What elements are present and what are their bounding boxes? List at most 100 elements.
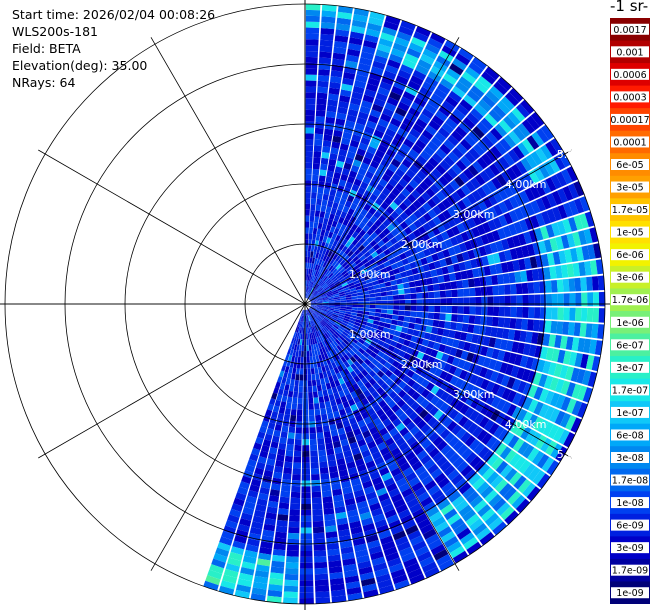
ray-gate [477, 463, 491, 477]
ray-gate [503, 134, 517, 149]
ray-gate [280, 431, 288, 439]
ray-gate [372, 154, 383, 164]
ray-gate [316, 198, 322, 206]
ray-gate [353, 279, 360, 285]
ray-gate [545, 347, 554, 361]
ray-gate [377, 339, 385, 347]
ray-gate [422, 48, 438, 60]
ray-gate [422, 222, 432, 232]
ray-gate [253, 442, 262, 451]
station-name: WLS200s-181 [12, 24, 98, 39]
ray-gate [263, 414, 271, 423]
ray-gate [404, 299, 411, 305]
ray-gate [305, 21, 320, 28]
ray-gate [517, 479, 532, 494]
ray-gate [477, 139, 490, 153]
ray-gate [471, 334, 479, 344]
ray-gate [402, 431, 413, 442]
ray-gate [399, 221, 409, 230]
ray-gate [325, 382, 332, 390]
ray-gate [446, 420, 458, 432]
ray-gate [321, 4, 337, 12]
ray-gate [397, 283, 404, 290]
ray-gate [324, 519, 336, 527]
ray-gate [357, 419, 366, 428]
ray-gate [327, 294, 334, 298]
ray-gate [382, 452, 393, 462]
ray-gate [392, 310, 399, 315]
ray-gate [496, 274, 505, 285]
ray-gate [331, 435, 340, 443]
ray-gate [509, 248, 518, 260]
colorbar-label-bg [611, 23, 649, 35]
ray-gate [328, 298, 335, 301]
ray-gate [405, 112, 418, 123]
ray-gate [454, 400, 465, 412]
ray-gate [398, 482, 411, 493]
ray-gate [426, 506, 440, 518]
ray-gate [531, 268, 540, 281]
ray-gate [566, 382, 576, 397]
ray-gate [272, 405, 280, 413]
colorbar-label: 1.7e-08 [612, 476, 648, 487]
ray-gate [311, 491, 322, 499]
ray-gate [371, 103, 384, 113]
ray-gate [307, 309, 311, 315]
ray-gate [394, 579, 410, 590]
ray-gate [419, 345, 428, 354]
ray-gate [344, 233, 352, 241]
ray-gate [420, 53, 435, 65]
ray-gate [297, 403, 303, 410]
ray-gate [474, 287, 482, 297]
colorbar-label-bg [611, 316, 649, 328]
ray-gate [399, 252, 407, 260]
ray-gate [326, 111, 337, 119]
ray-gate [502, 328, 510, 340]
ray-gate [399, 299, 406, 305]
ray-gate [430, 65, 445, 78]
ray-gate [363, 261, 371, 268]
ray-gate [409, 261, 417, 269]
ray-gate [468, 315, 476, 324]
ray-gate [427, 98, 441, 110]
ray-gate [423, 362, 433, 372]
ray-gate [350, 312, 358, 316]
ray-gate [381, 256, 389, 263]
ray-gate [323, 325, 329, 332]
ray-gate [376, 386, 385, 395]
ray-gate [414, 259, 423, 268]
ray-gate [370, 66, 384, 76]
ray-gate [551, 293, 558, 306]
ray-gate [504, 284, 511, 295]
ray-gate [306, 333, 308, 340]
azimuth-spoke [38, 303, 306, 459]
range-label: 2.00km [401, 358, 443, 371]
ray-gate [387, 59, 401, 69]
ray-gate [469, 455, 482, 469]
ray-gate [515, 423, 527, 437]
ray-gate [546, 460, 560, 476]
ray-gate [305, 68, 318, 75]
ray-gate [259, 450, 269, 459]
ray-gate [457, 288, 464, 297]
ray-gate [493, 159, 506, 173]
ray-gate [389, 427, 399, 437]
ray-gate [386, 333, 394, 340]
ray-gate [369, 308, 376, 313]
ray-gate [451, 130, 464, 143]
ray-gate [279, 382, 286, 390]
ray-gate [312, 282, 317, 289]
colorbar-label-bg [611, 564, 649, 576]
ray-gate [274, 424, 282, 432]
ray-gate [431, 326, 439, 335]
ray-gate [366, 282, 374, 288]
ray-gate [407, 80, 421, 91]
ray-gate [308, 294, 313, 300]
ray-gate [310, 450, 318, 457]
ray-gate [481, 153, 493, 166]
ray-gate [579, 322, 587, 337]
ray-gate [556, 220, 567, 235]
ray-gate [371, 174, 381, 184]
ray-gate [557, 188, 568, 204]
ray-gate [343, 263, 351, 270]
